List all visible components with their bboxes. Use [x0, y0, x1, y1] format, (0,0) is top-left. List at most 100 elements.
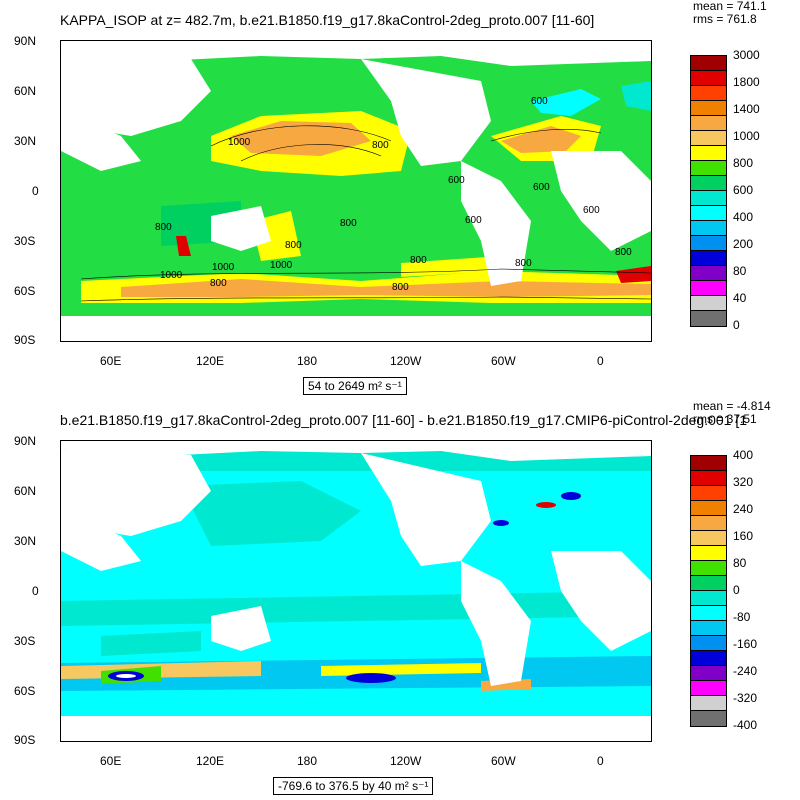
panel2-legend-label: -80 — [733, 610, 751, 624]
panel2-color-swatch — [691, 696, 726, 711]
panel1-lat-label: 90N — [14, 34, 37, 48]
panel2-color-swatch — [691, 546, 726, 561]
panel1-contour-label: 800 — [615, 247, 632, 258]
panel1-lat-label: 30N — [14, 134, 37, 148]
panel2-color-swatch — [691, 636, 726, 651]
panel1-color-swatch — [691, 116, 726, 131]
panel2-asia-land — [61, 449, 211, 536]
panel2-antarctica-land — [61, 716, 651, 741]
panel1-contour-label: 600 — [533, 182, 550, 193]
panel2-range-box: -769.6 to 376.5 by 40 m² s⁻¹ — [273, 777, 434, 795]
panel2-lat-label: 0 — [32, 584, 39, 598]
panel1-contour-label: 1000 — [160, 270, 183, 281]
panel1-color-swatch — [691, 251, 726, 266]
panel2-lon-label: 120E — [196, 754, 225, 768]
panel1-legend-label: 1400 — [733, 102, 760, 116]
panel1-color-swatch — [691, 191, 726, 206]
panel1-color-swatch — [691, 71, 726, 86]
panel1-contour-label: 800 — [285, 240, 302, 251]
panel1-range-box: 54 to 2649 m² s⁻¹ — [303, 377, 407, 395]
panel1-color-swatch — [691, 176, 726, 191]
panel1-color-swatch — [691, 236, 726, 251]
panel2-legend-label: -160 — [733, 637, 758, 651]
panel1-legend-label: 1000 — [733, 129, 760, 143]
panel2-legend-label: 0 — [733, 583, 740, 597]
panel1-contour-label: 800 — [410, 255, 427, 266]
panel1-contour-label: 600 — [465, 215, 482, 226]
panel1-color-swatch — [691, 281, 726, 296]
panel2-legend-label: 240 — [733, 502, 754, 516]
panel2-color-swatch — [691, 471, 726, 486]
panel1-color-swatch — [691, 206, 726, 221]
panel2-lon-label: 60E — [100, 754, 122, 768]
panel1-legend-label: 800 — [733, 156, 754, 170]
panel1-color-swatch — [691, 296, 726, 311]
panel2-legend-label: -320 — [733, 691, 758, 705]
panel2-legend-label: 80 — [733, 556, 747, 570]
panel1-lon-label: 120W — [390, 354, 422, 368]
panel1-contour-label: 600 — [583, 205, 600, 216]
panel1-legend-label: 400 — [733, 210, 754, 224]
panel1-lat-label: 30S — [14, 234, 36, 248]
panel1-lon-label: 0 — [597, 354, 604, 368]
panel2-title: b.e21.B1850.f19_g17.8kaControl-2deg_prot… — [60, 412, 748, 428]
panel1-lat-label: 90S — [14, 333, 36, 347]
panel1-lat-label: 0 — [32, 184, 39, 198]
panel1-legend-label: 80 — [733, 264, 747, 278]
panel1-color-swatch — [691, 86, 726, 101]
panel2-legend-label: 160 — [733, 529, 754, 543]
panel2-color-swatch — [691, 561, 726, 576]
panel1-color-swatch — [691, 131, 726, 146]
panel1-contour-label: 600 — [448, 175, 465, 186]
panel2-color-swatch — [691, 666, 726, 681]
panel1-color-swatch — [691, 221, 726, 236]
panel1-color-swatch — [691, 311, 726, 326]
panel2-lat-label: 90S — [14, 733, 36, 747]
panel1-colorbar — [690, 55, 727, 327]
panel1-legend-label: 40 — [733, 291, 747, 305]
panel1-asia-land — [61, 53, 211, 136]
panel1-lat-label: 60N — [14, 84, 37, 98]
panel1-lon-label: 120E — [196, 354, 225, 368]
panel2-rms: rms = 37.51 — [693, 412, 757, 426]
panel2-lat-label: 30S — [14, 634, 36, 648]
panel1-legend-label: 1800 — [733, 75, 760, 89]
panel1-africa-land — [551, 151, 651, 251]
panel2-lat-label: 30N — [14, 534, 37, 548]
panel1-rms: rms = 761.8 — [693, 12, 757, 26]
panel2-lat-label: 60S — [14, 684, 36, 698]
panel2-arctic-land — [61, 441, 651, 461]
panel2-lon-label: 60W — [491, 754, 516, 768]
panel2-color-swatch — [691, 501, 726, 516]
panel2-color-swatch — [691, 606, 726, 621]
panel2-australia-land — [211, 606, 271, 651]
panel2-color-swatch — [691, 711, 726, 726]
panel1-lon-label: 60W — [491, 354, 516, 368]
panel1-contour-label: 800 — [372, 140, 389, 151]
panel1-lon-label: 180 — [297, 354, 318, 368]
panel1-color-swatch — [691, 101, 726, 116]
panel2-legend-label: -240 — [733, 664, 758, 678]
panel1-title: KAPPA_ISOP at z= 482.7m, b.e21.B1850.f19… — [60, 12, 595, 28]
panel1-contour-label: 800 — [392, 282, 409, 293]
panel2-legend-label: -400 — [733, 718, 758, 732]
panel2-lon-label: 0 — [597, 754, 604, 768]
panel1-contour-label: 800 — [515, 258, 532, 269]
panel2-africa-land — [551, 551, 651, 651]
panel2-na-land — [361, 453, 491, 566]
panel2-sa-land — [461, 561, 531, 686]
panel1-map — [60, 40, 652, 342]
panel1-na-land — [361, 59, 491, 166]
panel2-lon-label: 180 — [297, 754, 318, 768]
panel1-arctic-land — [61, 41, 651, 66]
panel1-legend-label: 3000 — [733, 48, 760, 62]
panel2-map — [60, 440, 652, 742]
panel1-sa-land — [461, 161, 531, 286]
panel1-antarctica-land — [61, 316, 651, 341]
panel2-legend-label: 320 — [733, 475, 754, 489]
panel2-lat-label: 60N — [14, 484, 37, 498]
panel2-color-swatch — [691, 576, 726, 591]
panel1-color-swatch — [691, 56, 726, 71]
panel1-contour-label: 600 — [531, 96, 548, 107]
panel1-contour-label: 1000 — [212, 262, 235, 273]
